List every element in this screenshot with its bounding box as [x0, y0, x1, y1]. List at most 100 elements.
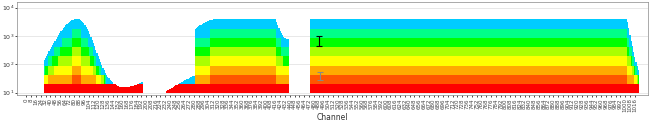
Bar	[47, 65, 49, 75]
Bar	[365, 19, 366, 20]
Bar	[79, 20, 81, 29]
Bar	[96, 56, 97, 65]
Bar	[241, 29, 242, 38]
Bar	[383, 38, 384, 47]
Bar	[551, 84, 552, 93]
Bar	[354, 29, 355, 38]
Bar	[411, 29, 413, 38]
Bar	[336, 84, 337, 93]
Bar	[608, 29, 609, 38]
Bar	[456, 75, 457, 84]
Bar	[272, 29, 274, 38]
Bar	[356, 38, 358, 47]
Bar	[589, 84, 590, 93]
Bar	[374, 75, 376, 84]
Bar	[544, 47, 545, 56]
Bar	[343, 84, 344, 93]
Bar	[323, 20, 324, 29]
Bar	[79, 75, 81, 84]
Bar	[427, 56, 428, 65]
Bar	[87, 38, 88, 47]
Bar	[262, 20, 263, 29]
Bar	[262, 75, 263, 84]
Bar	[457, 84, 458, 93]
Bar	[419, 38, 420, 47]
Bar	[636, 66, 638, 75]
Bar	[555, 84, 556, 93]
Bar	[406, 19, 407, 20]
Bar	[379, 56, 380, 65]
Bar	[560, 29, 561, 38]
Bar	[601, 29, 602, 38]
Bar	[564, 75, 565, 84]
Bar	[218, 56, 220, 65]
Bar	[549, 38, 551, 47]
Bar	[439, 29, 440, 38]
Bar	[424, 84, 426, 93]
Bar	[56, 56, 57, 65]
Bar	[426, 47, 427, 56]
Bar	[585, 47, 586, 56]
Bar	[510, 47, 511, 56]
Bar	[555, 20, 556, 29]
Bar	[428, 56, 430, 65]
Bar	[65, 38, 66, 47]
Bar	[202, 65, 203, 75]
Bar	[534, 56, 535, 65]
Bar	[205, 75, 207, 84]
Bar	[391, 38, 392, 47]
Bar	[604, 47, 605, 56]
Bar	[464, 38, 465, 47]
Bar	[429, 38, 430, 47]
Bar	[261, 20, 262, 29]
Bar	[625, 75, 626, 84]
Bar	[604, 56, 605, 65]
Bar	[419, 84, 420, 93]
Bar	[597, 38, 598, 47]
Bar	[602, 47, 603, 56]
Bar	[82, 65, 83, 75]
Bar	[385, 29, 386, 38]
Bar	[382, 19, 383, 20]
Bar	[512, 47, 514, 56]
Bar	[69, 38, 70, 47]
Bar	[474, 65, 475, 75]
Bar	[482, 84, 483, 93]
Bar	[596, 56, 597, 65]
Bar	[240, 65, 241, 75]
Bar	[415, 19, 416, 20]
Bar	[561, 65, 562, 75]
Bar	[263, 20, 264, 29]
Bar	[229, 19, 231, 20]
Bar	[361, 84, 362, 93]
Bar	[337, 75, 339, 84]
Bar	[528, 20, 529, 29]
Bar	[538, 47, 539, 56]
Bar	[63, 29, 64, 38]
Bar	[333, 65, 335, 75]
Bar	[599, 65, 601, 75]
Bar	[575, 84, 577, 93]
Bar	[84, 38, 86, 47]
Bar	[439, 84, 440, 93]
Bar	[413, 38, 414, 47]
Bar	[62, 84, 63, 93]
Bar	[227, 47, 228, 56]
Bar	[384, 19, 385, 20]
Bar	[99, 65, 100, 75]
Bar	[244, 20, 245, 29]
Bar	[313, 20, 315, 29]
Bar	[581, 47, 582, 56]
Bar	[542, 47, 543, 56]
Bar	[453, 47, 454, 56]
Bar	[333, 56, 335, 65]
Bar	[454, 29, 456, 38]
Bar	[337, 38, 339, 47]
Bar	[514, 29, 515, 38]
Bar	[233, 84, 234, 93]
Bar	[574, 75, 575, 84]
Bar	[572, 65, 573, 75]
Bar	[536, 29, 537, 38]
Bar	[228, 65, 229, 75]
Bar	[482, 20, 483, 29]
